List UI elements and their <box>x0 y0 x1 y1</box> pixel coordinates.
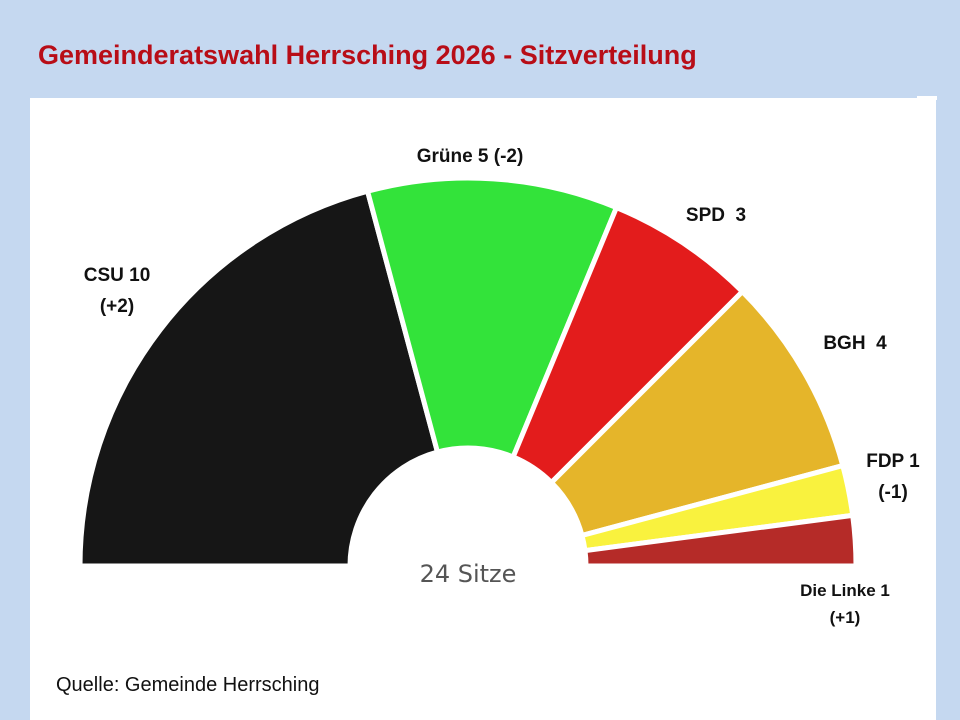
label-bgh: BGH 4 <box>823 333 887 354</box>
panel-edge <box>917 96 937 100</box>
chart-title: Gemeinderatswahl Herrsching 2026 - Sitzv… <box>38 40 697 70</box>
label-fdp-line1: FDP 1 <box>866 451 920 472</box>
label-gruene: Grüne 5 (-2) <box>417 146 524 167</box>
slice-gr-ne <box>364 175 620 461</box>
slice-die-linke <box>582 512 859 569</box>
label-csu-line1: CSU 10 <box>84 265 151 286</box>
label-csu-line2: (+2) <box>100 296 134 317</box>
chart-slices <box>77 175 859 569</box>
label-spd: SPD 3 <box>686 205 746 226</box>
label-fdp-line2: (-1) <box>878 482 908 503</box>
total-seats-label: 24 Sitze <box>420 560 517 588</box>
source-note: Quelle: Gemeinde Herrsching <box>56 674 320 696</box>
label-die-linke-line1: Die Linke 1 <box>800 581 890 600</box>
slice-bgh <box>547 288 846 539</box>
slice-csu <box>77 188 441 569</box>
label-die-linke-line2: (+1) <box>830 608 861 627</box>
